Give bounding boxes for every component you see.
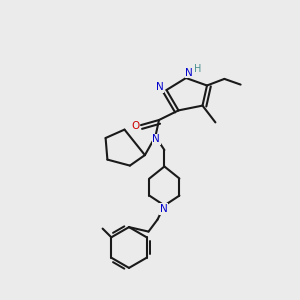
Text: O: O bbox=[131, 121, 139, 131]
Text: N: N bbox=[185, 68, 193, 78]
Text: N: N bbox=[160, 204, 168, 214]
Text: N: N bbox=[156, 82, 164, 92]
Text: N: N bbox=[152, 134, 160, 145]
Text: H: H bbox=[194, 64, 201, 74]
